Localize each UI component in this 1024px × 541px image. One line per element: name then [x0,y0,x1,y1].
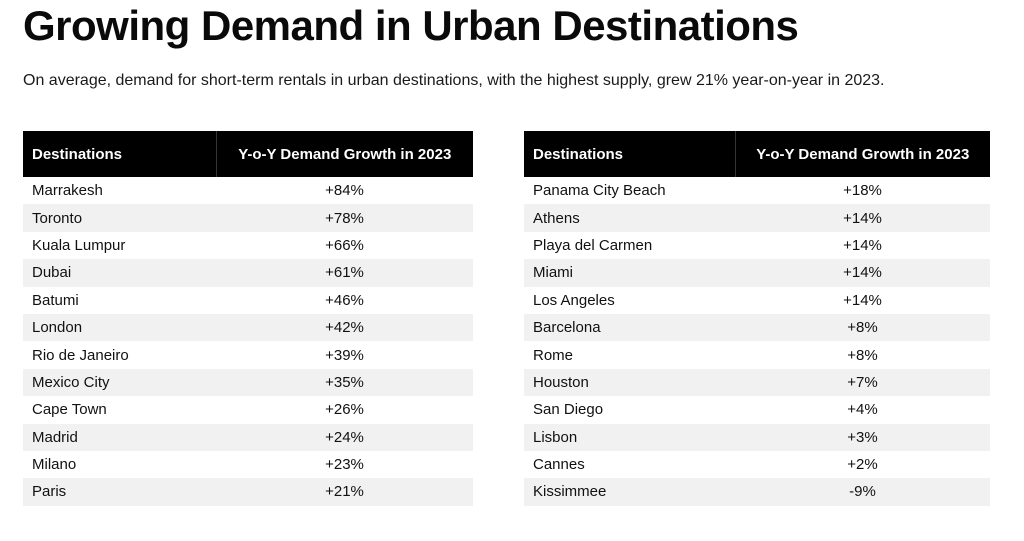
table-row: Kuala Lumpur +66% [23,231,473,260]
demand-growth-cell: +18% [735,177,990,205]
destination-name-cell: Toronto [23,204,216,232]
table-row: Athens +14% [524,204,990,232]
column-header-growth: Y-o-Y Demand Growth in 2023 [215,131,473,177]
destination-name-cell: Kissimmee [524,478,735,506]
destination-name-cell: Madrid [23,423,216,451]
demand-growth-cell: +66% [216,231,473,260]
destination-name-cell: Rio de Janeiro [23,341,216,369]
destination-name-cell: London [23,313,216,342]
destination-name-cell: Barcelona [524,313,735,342]
table-row: Los Angeles +14% [524,286,990,314]
table-row: Milano +23% [23,450,473,479]
destination-name-cell: Miami [524,259,735,287]
table-row: Miami +14% [524,259,990,287]
destination-name-cell: Houston [524,368,735,397]
table-row: Playa del Carmen +14% [524,231,990,260]
demand-growth-cell: +39% [216,341,473,369]
table-row: Marrakesh +84% [23,177,473,205]
demand-growth-cell: +26% [216,396,473,424]
table-row: Mexico City +35% [23,368,473,397]
page-subtitle: On average, demand for short-term rental… [23,72,885,89]
demand-growth-cell: +46% [216,286,473,314]
table-row: Paris +21% [23,478,473,506]
table-row: Rio de Janeiro +39% [23,341,473,369]
demand-growth-cell: -9% [735,478,990,506]
table-header-row: Destinations Y-o-Y Demand Growth in 2023 [23,131,473,177]
destination-name-cell: Paris [23,478,216,506]
destination-name-cell: Marrakesh [23,177,216,205]
table-row: Batumi +46% [23,286,473,314]
demand-growth-cell: +7% [735,368,990,397]
page-title: Growing Demand in Urban Destinations [23,2,799,49]
table-row: Kissimmee -9% [524,478,990,506]
demand-growth-cell: +14% [735,286,990,314]
column-header-destinations: Destinations [23,131,216,177]
table-row: Barcelona +8% [524,313,990,342]
destination-name-cell: Playa del Carmen [524,231,735,260]
destination-name-cell: Kuala Lumpur [23,231,216,260]
table-row: Panama City Beach +18% [524,177,990,205]
table-row: Dubai +61% [23,259,473,287]
column-header-growth: Y-o-Y Demand Growth in 2023 [734,131,990,177]
table-row: Madrid +24% [23,423,473,451]
destination-name-cell: Cannes [524,450,735,479]
demand-growth-cell: +23% [216,450,473,479]
destination-name-cell: Cape Town [23,396,216,424]
demand-growth-cell: +84% [216,177,473,205]
demand-growth-cell: +42% [216,313,473,342]
table-row: Toronto +78% [23,204,473,232]
demand-growth-cell: +2% [735,450,990,479]
table-row: Houston +7% [524,368,990,397]
table-row: Cannes +2% [524,450,990,479]
column-header-destinations: Destinations [524,131,735,177]
table-row: San Diego +4% [524,396,990,424]
demand-growth-cell: +78% [216,204,473,232]
destinations-table-left: Destinations Y-o-Y Demand Growth in 2023… [23,131,473,506]
demand-growth-cell: +21% [216,478,473,506]
demand-growth-cell: +61% [216,259,473,287]
destination-name-cell: Milano [23,450,216,479]
demand-growth-cell: +35% [216,368,473,397]
table-row: Cape Town +26% [23,396,473,424]
demand-growth-cell: +14% [735,231,990,260]
table-body: Panama City Beach +18% Athens +14% Playa del… [524,177,990,506]
destinations-table-right: Destinations Y-o-Y Demand Growth in 2023… [524,131,990,506]
destination-name-cell: Lisbon [524,423,735,451]
demand-growth-cell: +8% [735,313,990,342]
table-row: London +42% [23,313,473,342]
destination-name-cell: Mexico City [23,368,216,397]
demand-growth-cell: +3% [735,423,990,451]
table-body: Marrakesh +84% Toronto +78% Kuala Lumpur +66%… [23,177,473,506]
destination-name-cell: Batumi [23,286,216,314]
demand-growth-cell: +4% [735,396,990,424]
demand-growth-cell: +24% [216,423,473,451]
destination-name-cell: Rome [524,341,735,369]
demand-growth-cell: +14% [735,204,990,232]
table-row: Rome +8% [524,341,990,369]
destination-name-cell: Los Angeles [524,286,735,314]
destination-name-cell: Panama City Beach [524,177,735,205]
destination-name-cell: Athens [524,204,735,232]
destination-name-cell: San Diego [524,396,735,424]
demand-growth-cell: +14% [735,259,990,287]
demand-growth-cell: +8% [735,341,990,369]
table-row: Lisbon +3% [524,423,990,451]
table-header-row: Destinations Y-o-Y Demand Growth in 2023 [524,131,990,177]
destination-name-cell: Dubai [23,259,216,287]
